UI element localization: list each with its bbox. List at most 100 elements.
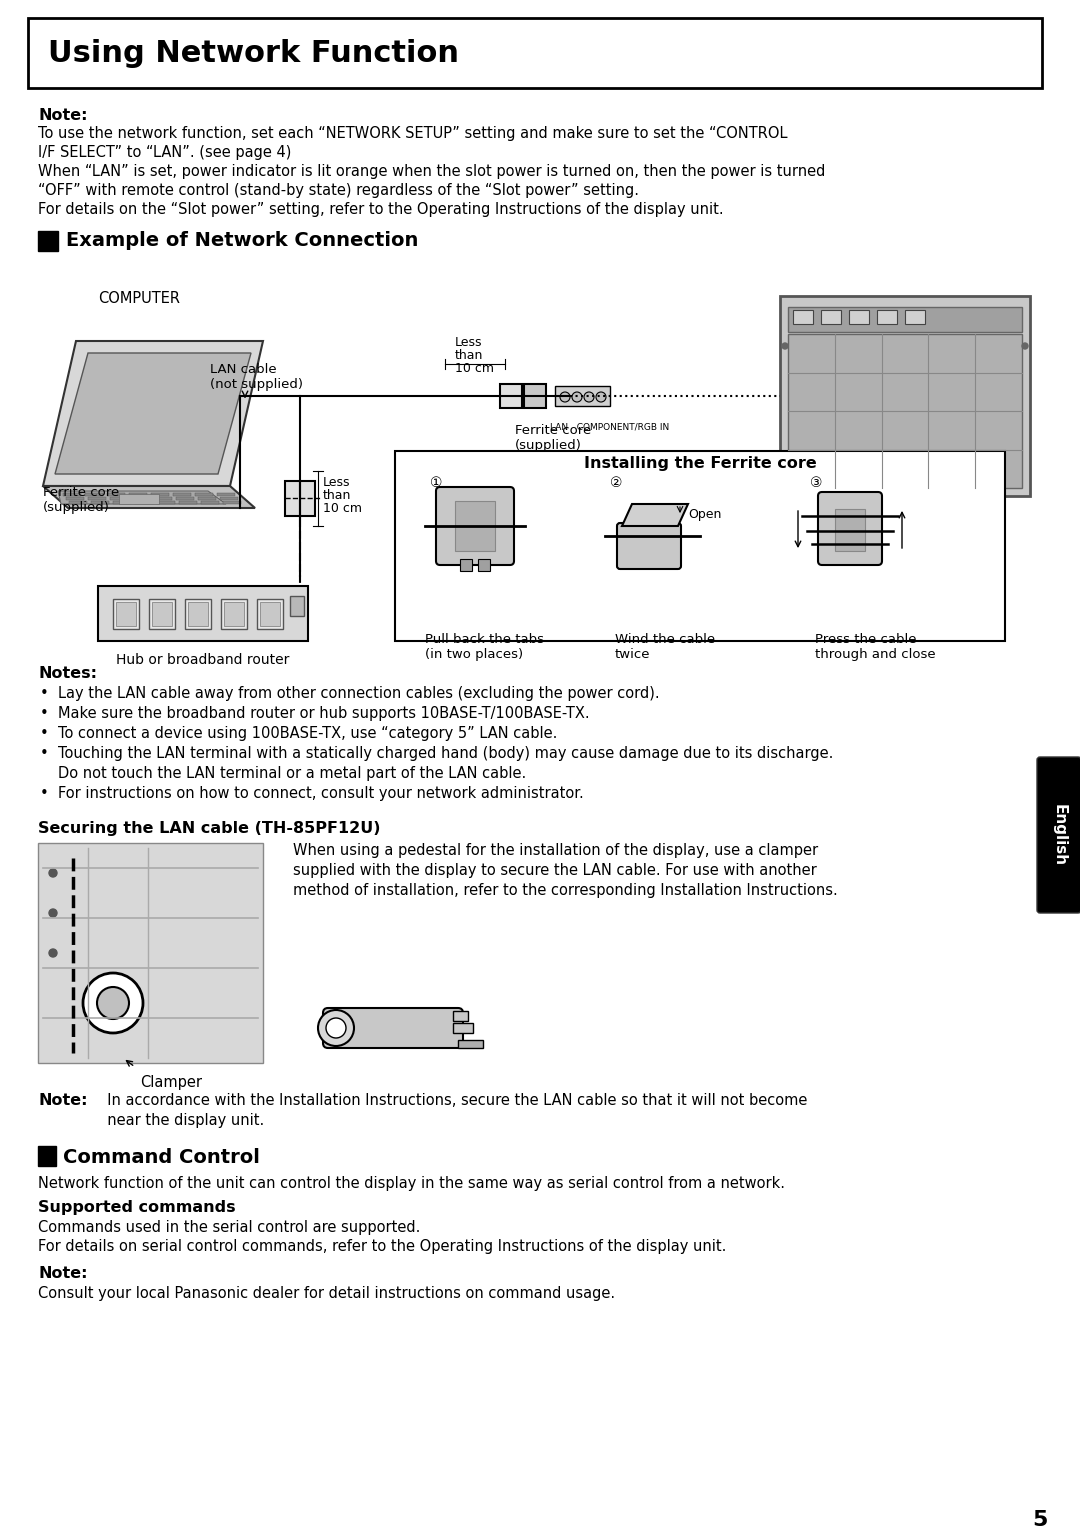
- Text: Installing the Ferrite core: Installing the Ferrite core: [583, 457, 816, 470]
- Bar: [780, 296, 1030, 496]
- Bar: [28, 18, 1042, 87]
- Bar: [195, 493, 213, 496]
- Bar: [555, 386, 610, 406]
- Text: When “LAN” is set, power indicator is lit orange when the slot power is turned o: When “LAN” is set, power indicator is li…: [38, 164, 825, 179]
- Text: Touching the LAN terminal with a statically charged hand (body) may cause damage: Touching the LAN terminal with a statica…: [58, 746, 834, 761]
- Bar: [221, 599, 247, 630]
- Bar: [107, 493, 125, 496]
- Text: Ferrite core
(supplied): Ferrite core (supplied): [43, 486, 119, 515]
- FancyBboxPatch shape: [436, 487, 514, 565]
- Text: I/F SELECT” to “LAN”. (see page 4): I/F SELECT” to “LAN”. (see page 4): [38, 146, 292, 159]
- Bar: [157, 501, 175, 504]
- Bar: [91, 501, 109, 504]
- Bar: [793, 309, 813, 323]
- Bar: [119, 493, 159, 504]
- Text: near the display unit.: near the display unit.: [98, 1114, 265, 1128]
- Bar: [453, 1011, 468, 1020]
- Bar: [788, 306, 1022, 332]
- Bar: [222, 501, 241, 504]
- Circle shape: [49, 869, 57, 876]
- Text: •: •: [40, 746, 49, 761]
- Bar: [113, 599, 139, 630]
- Text: Commands used in the serial control are supported.: Commands used in the serial control are …: [38, 1219, 420, 1235]
- Text: For instructions on how to connect, consult your network administrator.: For instructions on how to connect, cons…: [58, 786, 584, 801]
- Bar: [460, 559, 472, 571]
- Text: ③: ③: [810, 476, 823, 490]
- FancyBboxPatch shape: [617, 522, 681, 568]
- Bar: [179, 501, 197, 504]
- Circle shape: [782, 343, 788, 349]
- Text: Command Control: Command Control: [63, 1147, 260, 1167]
- Text: Consult your local Panasonic dealer for detail instructions on command usage.: Consult your local Panasonic dealer for …: [38, 1285, 616, 1301]
- Text: In accordance with the Installation Instructions, secure the LAN cable so that i: In accordance with the Installation Inst…: [98, 1092, 808, 1108]
- Polygon shape: [43, 486, 255, 509]
- Text: supplied with the display to secure the LAN cable. For use with another: supplied with the display to secure the …: [293, 863, 816, 878]
- Bar: [151, 493, 168, 496]
- Text: Open: Open: [688, 509, 721, 521]
- Text: than: than: [323, 489, 351, 502]
- Polygon shape: [58, 490, 226, 504]
- Text: Clamper: Clamper: [140, 1075, 202, 1089]
- Polygon shape: [55, 352, 251, 473]
- Circle shape: [572, 392, 582, 401]
- FancyBboxPatch shape: [1037, 757, 1080, 913]
- Polygon shape: [622, 504, 688, 525]
- Text: “OFF” with remote control (stand-by state) regardless of the “Slot power” settin: “OFF” with remote control (stand-by stat…: [38, 182, 639, 198]
- Text: Notes:: Notes:: [38, 666, 97, 682]
- Bar: [524, 385, 546, 408]
- Text: To connect a device using 100BASE-TX, use “category 5” LAN cable.: To connect a device using 100BASE-TX, us…: [58, 726, 557, 741]
- Bar: [260, 602, 280, 627]
- Text: •: •: [40, 786, 49, 801]
- Bar: [500, 385, 522, 408]
- Bar: [285, 481, 315, 516]
- Circle shape: [49, 948, 57, 958]
- Text: Example of Network Connection: Example of Network Connection: [66, 231, 418, 250]
- Text: For details on the “Slot power” setting, refer to the Operating Instructions of : For details on the “Slot power” setting,…: [38, 202, 724, 218]
- Circle shape: [596, 392, 606, 401]
- Text: •: •: [40, 726, 49, 741]
- FancyBboxPatch shape: [323, 1008, 463, 1048]
- Text: Securing the LAN cable (TH-85PF12U): Securing the LAN cable (TH-85PF12U): [38, 821, 380, 836]
- Text: 5: 5: [1032, 1511, 1048, 1530]
- Text: •: •: [40, 686, 49, 702]
- Text: Do not touch the LAN terminal or a metal part of the LAN cable.: Do not touch the LAN terminal or a metal…: [58, 766, 526, 781]
- Circle shape: [97, 987, 129, 1019]
- Circle shape: [49, 908, 57, 918]
- Text: than: than: [455, 349, 484, 362]
- Bar: [185, 599, 211, 630]
- Bar: [87, 496, 106, 499]
- Bar: [788, 334, 1022, 489]
- Bar: [224, 602, 244, 627]
- Text: Supported commands: Supported commands: [38, 1200, 235, 1215]
- Bar: [905, 309, 924, 323]
- Text: LAN cable
(not supplied): LAN cable (not supplied): [210, 363, 303, 391]
- Text: Less: Less: [323, 476, 351, 489]
- Bar: [198, 496, 216, 499]
- Text: Hub or broadband router: Hub or broadband router: [117, 653, 289, 666]
- Text: Using Network Function: Using Network Function: [48, 38, 459, 67]
- Bar: [478, 559, 490, 571]
- Text: Lay the LAN cable away from other connection cables (excluding the power cord).: Lay the LAN cable away from other connec…: [58, 686, 660, 702]
- Text: method of installation, refer to the corresponding Installation Instructions.: method of installation, refer to the cor…: [293, 882, 838, 898]
- Bar: [66, 496, 84, 499]
- Bar: [291, 596, 303, 616]
- Text: 10 cm: 10 cm: [323, 502, 362, 515]
- Circle shape: [318, 1010, 354, 1046]
- Text: ①: ①: [430, 476, 443, 490]
- Bar: [835, 509, 865, 552]
- Text: Note:: Note:: [38, 107, 87, 123]
- Bar: [63, 493, 81, 496]
- Text: Press the cable
through and close: Press the cable through and close: [815, 633, 935, 660]
- Bar: [98, 587, 308, 640]
- Bar: [38, 1146, 56, 1166]
- Bar: [217, 493, 235, 496]
- Bar: [257, 599, 283, 630]
- Text: For details on serial control commands, refer to the Operating Instructions of t: For details on serial control commands, …: [38, 1239, 727, 1255]
- Bar: [849, 309, 869, 323]
- Bar: [85, 493, 103, 496]
- Circle shape: [326, 1017, 346, 1039]
- Bar: [38, 231, 58, 251]
- Bar: [458, 1040, 483, 1048]
- Bar: [877, 309, 897, 323]
- Text: Wind the cable
twice: Wind the cable twice: [615, 633, 715, 660]
